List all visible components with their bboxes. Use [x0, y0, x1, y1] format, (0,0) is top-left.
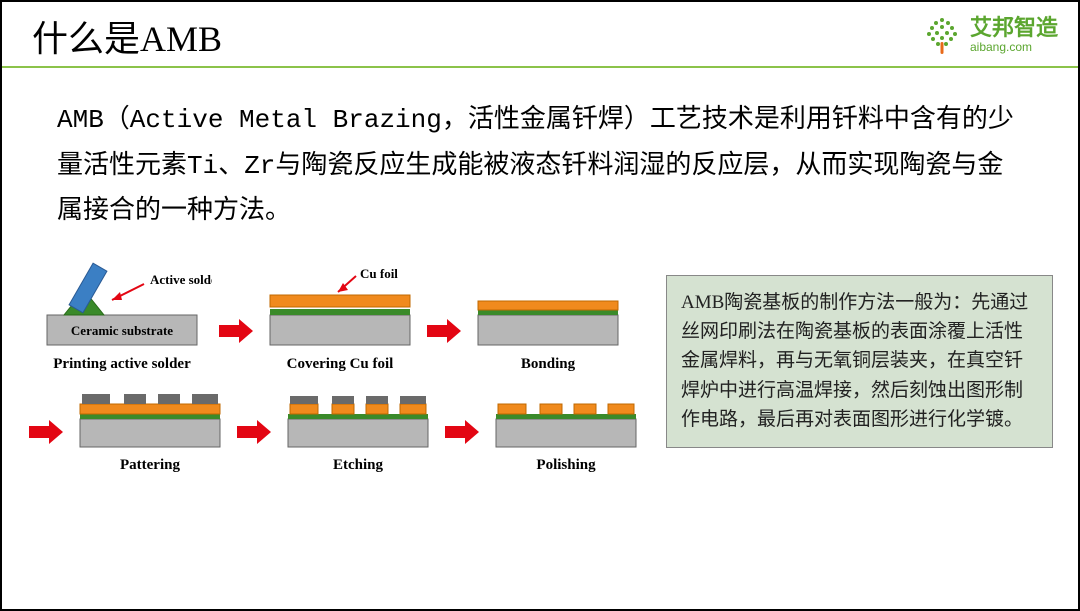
arrow-icon — [235, 418, 273, 474]
active-solder-label: Active solder — [150, 272, 212, 287]
step-covering: Cu foil Covering Cu foil — [255, 260, 425, 373]
process-diagram: Ceramic substrate Active solder Printing… — [27, 260, 651, 480]
step-label: Pattering — [65, 457, 235, 474]
header: 什么是AMB 艾邦智造 aibang.com — [2, 2, 1078, 66]
step-etching: Etching — [273, 381, 443, 474]
process-row-1: Ceramic substrate Active solder Printing… — [27, 260, 651, 373]
logo-text-en: aibang.com — [970, 39, 1058, 56]
arrow-icon — [217, 317, 255, 373]
arrow-icon — [425, 317, 463, 373]
substrate-label: Ceramic substrate — [71, 323, 173, 338]
step-label: Covering Cu foil — [255, 356, 425, 373]
step-label: Polishing — [481, 457, 651, 474]
cu-foil-label: Cu foil — [360, 266, 398, 281]
logo-icon — [922, 16, 962, 56]
sidebox-text: AMB陶瓷基板的制作方法一般为：先通过丝网印刷法在陶瓷基板的表面涂覆上活性金属焊… — [666, 275, 1053, 448]
step-printing: Ceramic substrate Active solder Printing… — [27, 260, 217, 373]
step-label: Etching — [273, 457, 443, 474]
step-label: Printing active solder — [27, 356, 217, 373]
logo: 艾邦智造 aibang.com — [922, 16, 1058, 56]
page-title: 什么是AMB — [32, 10, 222, 62]
step-label: Bonding — [463, 356, 633, 373]
step-bonding: Bonding — [463, 260, 633, 373]
description-text: AMB（Active Metal Brazing，活性金属钎焊）工艺技术是利用钎… — [2, 68, 1078, 245]
arrow-icon — [27, 418, 65, 474]
content-row: Ceramic substrate Active solder Printing… — [2, 245, 1078, 480]
logo-text: 艾邦智造 aibang.com — [970, 17, 1058, 56]
logo-text-cn: 艾邦智造 — [970, 17, 1058, 39]
arrow-icon — [443, 418, 481, 474]
step-pattering: Pattering — [65, 381, 235, 474]
step-polishing: Polishing — [481, 381, 651, 474]
process-row-2: Pattering — [27, 381, 651, 474]
